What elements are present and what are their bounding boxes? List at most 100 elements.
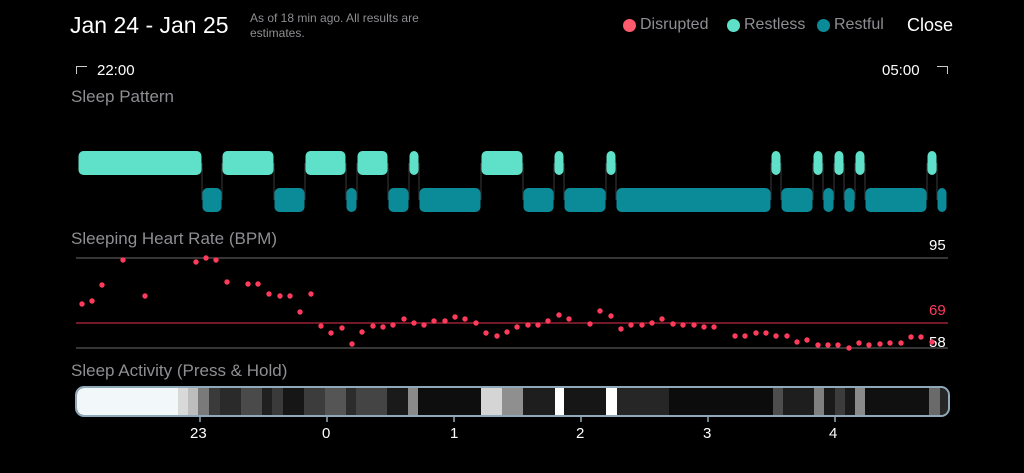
heart-rate-point [380, 324, 386, 330]
activity-strip [325, 388, 346, 415]
activity-strip [77, 388, 178, 415]
restless-dot-icon [727, 18, 740, 32]
hour-label-23: 23 [190, 425, 207, 442]
heart-rate-point [142, 293, 148, 299]
activity-strip [929, 388, 940, 415]
heart-rate-point [401, 316, 407, 322]
activity-strip [188, 388, 198, 415]
heart-rate-point [79, 301, 85, 307]
heart-rate-point [535, 322, 541, 328]
restless-segment [409, 151, 419, 175]
heart-rate-point [339, 325, 345, 331]
activity-strip [835, 388, 845, 415]
heart-rate-point [877, 341, 883, 347]
restless-segment [78, 151, 202, 175]
heart-rate-point [318, 323, 324, 329]
heart-rate-point [784, 333, 790, 339]
legend-disrupted: Disrupted [623, 16, 708, 34]
page-title: Jan 24 - Jan 25 [70, 12, 229, 38]
activity-strip [418, 388, 481, 415]
heart-rate-point [711, 324, 717, 330]
sleep-pattern-title: Sleep Pattern [71, 87, 175, 106]
heart-rate-point [213, 257, 219, 263]
heart-rate-point [866, 342, 872, 348]
activity-strip [356, 388, 387, 415]
activity-strip [304, 388, 325, 415]
heart-rate-point [856, 340, 862, 346]
restless-segment [834, 151, 844, 175]
restful-segment [523, 188, 554, 212]
heart-rate-point [794, 339, 800, 345]
heart-rate-point [370, 323, 376, 329]
hour-label-3: 3 [703, 425, 712, 442]
hour-label-2: 2 [576, 425, 585, 442]
heart-rate-point [804, 337, 810, 343]
heart-rate-point [670, 321, 676, 327]
activity-strip [523, 388, 555, 415]
restful-segment [937, 188, 947, 212]
heart-rate-point [815, 342, 821, 348]
activity-strip [481, 388, 502, 415]
range-start-time: 22:00 [97, 62, 135, 79]
heart-rate-point [431, 318, 437, 324]
restless-segment [813, 151, 823, 175]
heart-rate-point [628, 322, 634, 328]
activity-strip [209, 388, 220, 415]
restless-segment [606, 151, 616, 175]
restful-segment [274, 188, 305, 212]
heart-rate-point [691, 322, 697, 328]
activity-strip [283, 388, 304, 415]
heart-rate-point [556, 312, 562, 318]
activity-strip [669, 388, 773, 415]
activity-strip [865, 388, 929, 415]
restless-segment [305, 151, 346, 175]
restful-segment [616, 188, 771, 212]
heart-rate-point [452, 314, 458, 320]
heart-rate-point [514, 324, 520, 330]
hour-label-1: 1 [450, 425, 459, 442]
heart-rate-point [462, 316, 468, 322]
heart-rate-point [277, 293, 283, 299]
heart-rate-point [825, 342, 831, 348]
restful-segment [202, 188, 222, 212]
heart-rate-point [504, 329, 510, 335]
range-end-bracket-icon [937, 66, 948, 74]
restless-segment [771, 151, 781, 175]
heart-rate-point [193, 259, 199, 265]
close-button[interactable]: Close [907, 15, 954, 35]
legend-label: Restless [744, 16, 806, 33]
activity-strip [824, 388, 835, 415]
heart-rate-point [224, 279, 230, 285]
restless-segment [855, 151, 865, 175]
activity-strip [555, 388, 564, 415]
heart-rate-point [597, 308, 603, 314]
activity-strip [814, 388, 824, 415]
heart-rate-point [763, 330, 769, 336]
heart-rate-point [701, 324, 707, 330]
heart-rate-point [120, 257, 126, 263]
activity-strip [408, 388, 418, 415]
heart-rate-point [483, 330, 489, 336]
activity-strip [262, 388, 272, 415]
heart-rate-point [287, 293, 293, 299]
legend-restful: Restful [817, 16, 884, 34]
activity-strip [845, 388, 855, 415]
heart-rate-point [442, 318, 448, 324]
restful-segment [844, 188, 855, 212]
heart-rate-point [473, 320, 479, 326]
heart-rate-point [494, 333, 500, 339]
legend-restless: Restless [727, 16, 805, 34]
heart-rate-point [328, 330, 334, 336]
range-start-bracket-icon [76, 66, 87, 74]
heart-rate-point [773, 333, 779, 339]
restful-segment [865, 188, 927, 212]
heart-rate-point [929, 339, 935, 345]
activity-strip [220, 388, 241, 415]
heart-rate-point [753, 330, 759, 336]
heart-rate-point [349, 341, 355, 347]
restful-segment [388, 188, 409, 212]
activity-strip [564, 388, 606, 415]
